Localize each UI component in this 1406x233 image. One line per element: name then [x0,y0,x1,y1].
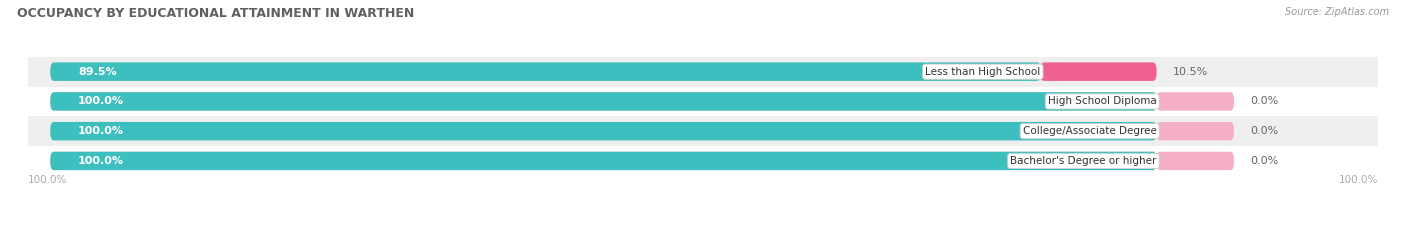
Text: Less than High School: Less than High School [925,67,1040,77]
FancyBboxPatch shape [51,92,1157,111]
Bar [28,57,1378,86]
Text: 10.5%: 10.5% [1173,67,1208,77]
FancyBboxPatch shape [51,122,1157,140]
FancyBboxPatch shape [1157,92,1234,111]
FancyBboxPatch shape [51,62,1157,81]
Text: 0.0%: 0.0% [1251,96,1279,106]
Text: 100.0%: 100.0% [77,126,124,136]
Bar [28,116,1378,146]
Text: Bachelor's Degree or higher: Bachelor's Degree or higher [1011,156,1157,166]
FancyBboxPatch shape [51,152,1157,170]
Text: OCCUPANCY BY EDUCATIONAL ATTAINMENT IN WARTHEN: OCCUPANCY BY EDUCATIONAL ATTAINMENT IN W… [17,7,415,20]
FancyBboxPatch shape [1157,122,1234,140]
Text: 0.0%: 0.0% [1251,126,1279,136]
Text: College/Associate Degree: College/Associate Degree [1022,126,1157,136]
FancyBboxPatch shape [51,122,1157,140]
Text: Source: ZipAtlas.com: Source: ZipAtlas.com [1285,7,1389,17]
Text: 100.0%: 100.0% [77,96,124,106]
Text: 100.0%: 100.0% [77,156,124,166]
Text: 100.0%: 100.0% [1339,175,1378,185]
Bar [28,86,1378,116]
FancyBboxPatch shape [51,152,1157,170]
FancyBboxPatch shape [51,92,1157,111]
Text: High School Diploma: High School Diploma [1047,96,1157,106]
FancyBboxPatch shape [1040,62,1157,81]
Text: 0.0%: 0.0% [1251,156,1279,166]
FancyBboxPatch shape [51,62,1040,81]
Text: 100.0%: 100.0% [28,175,67,185]
Text: 89.5%: 89.5% [77,67,117,77]
FancyBboxPatch shape [1157,152,1234,170]
Bar [28,146,1378,176]
